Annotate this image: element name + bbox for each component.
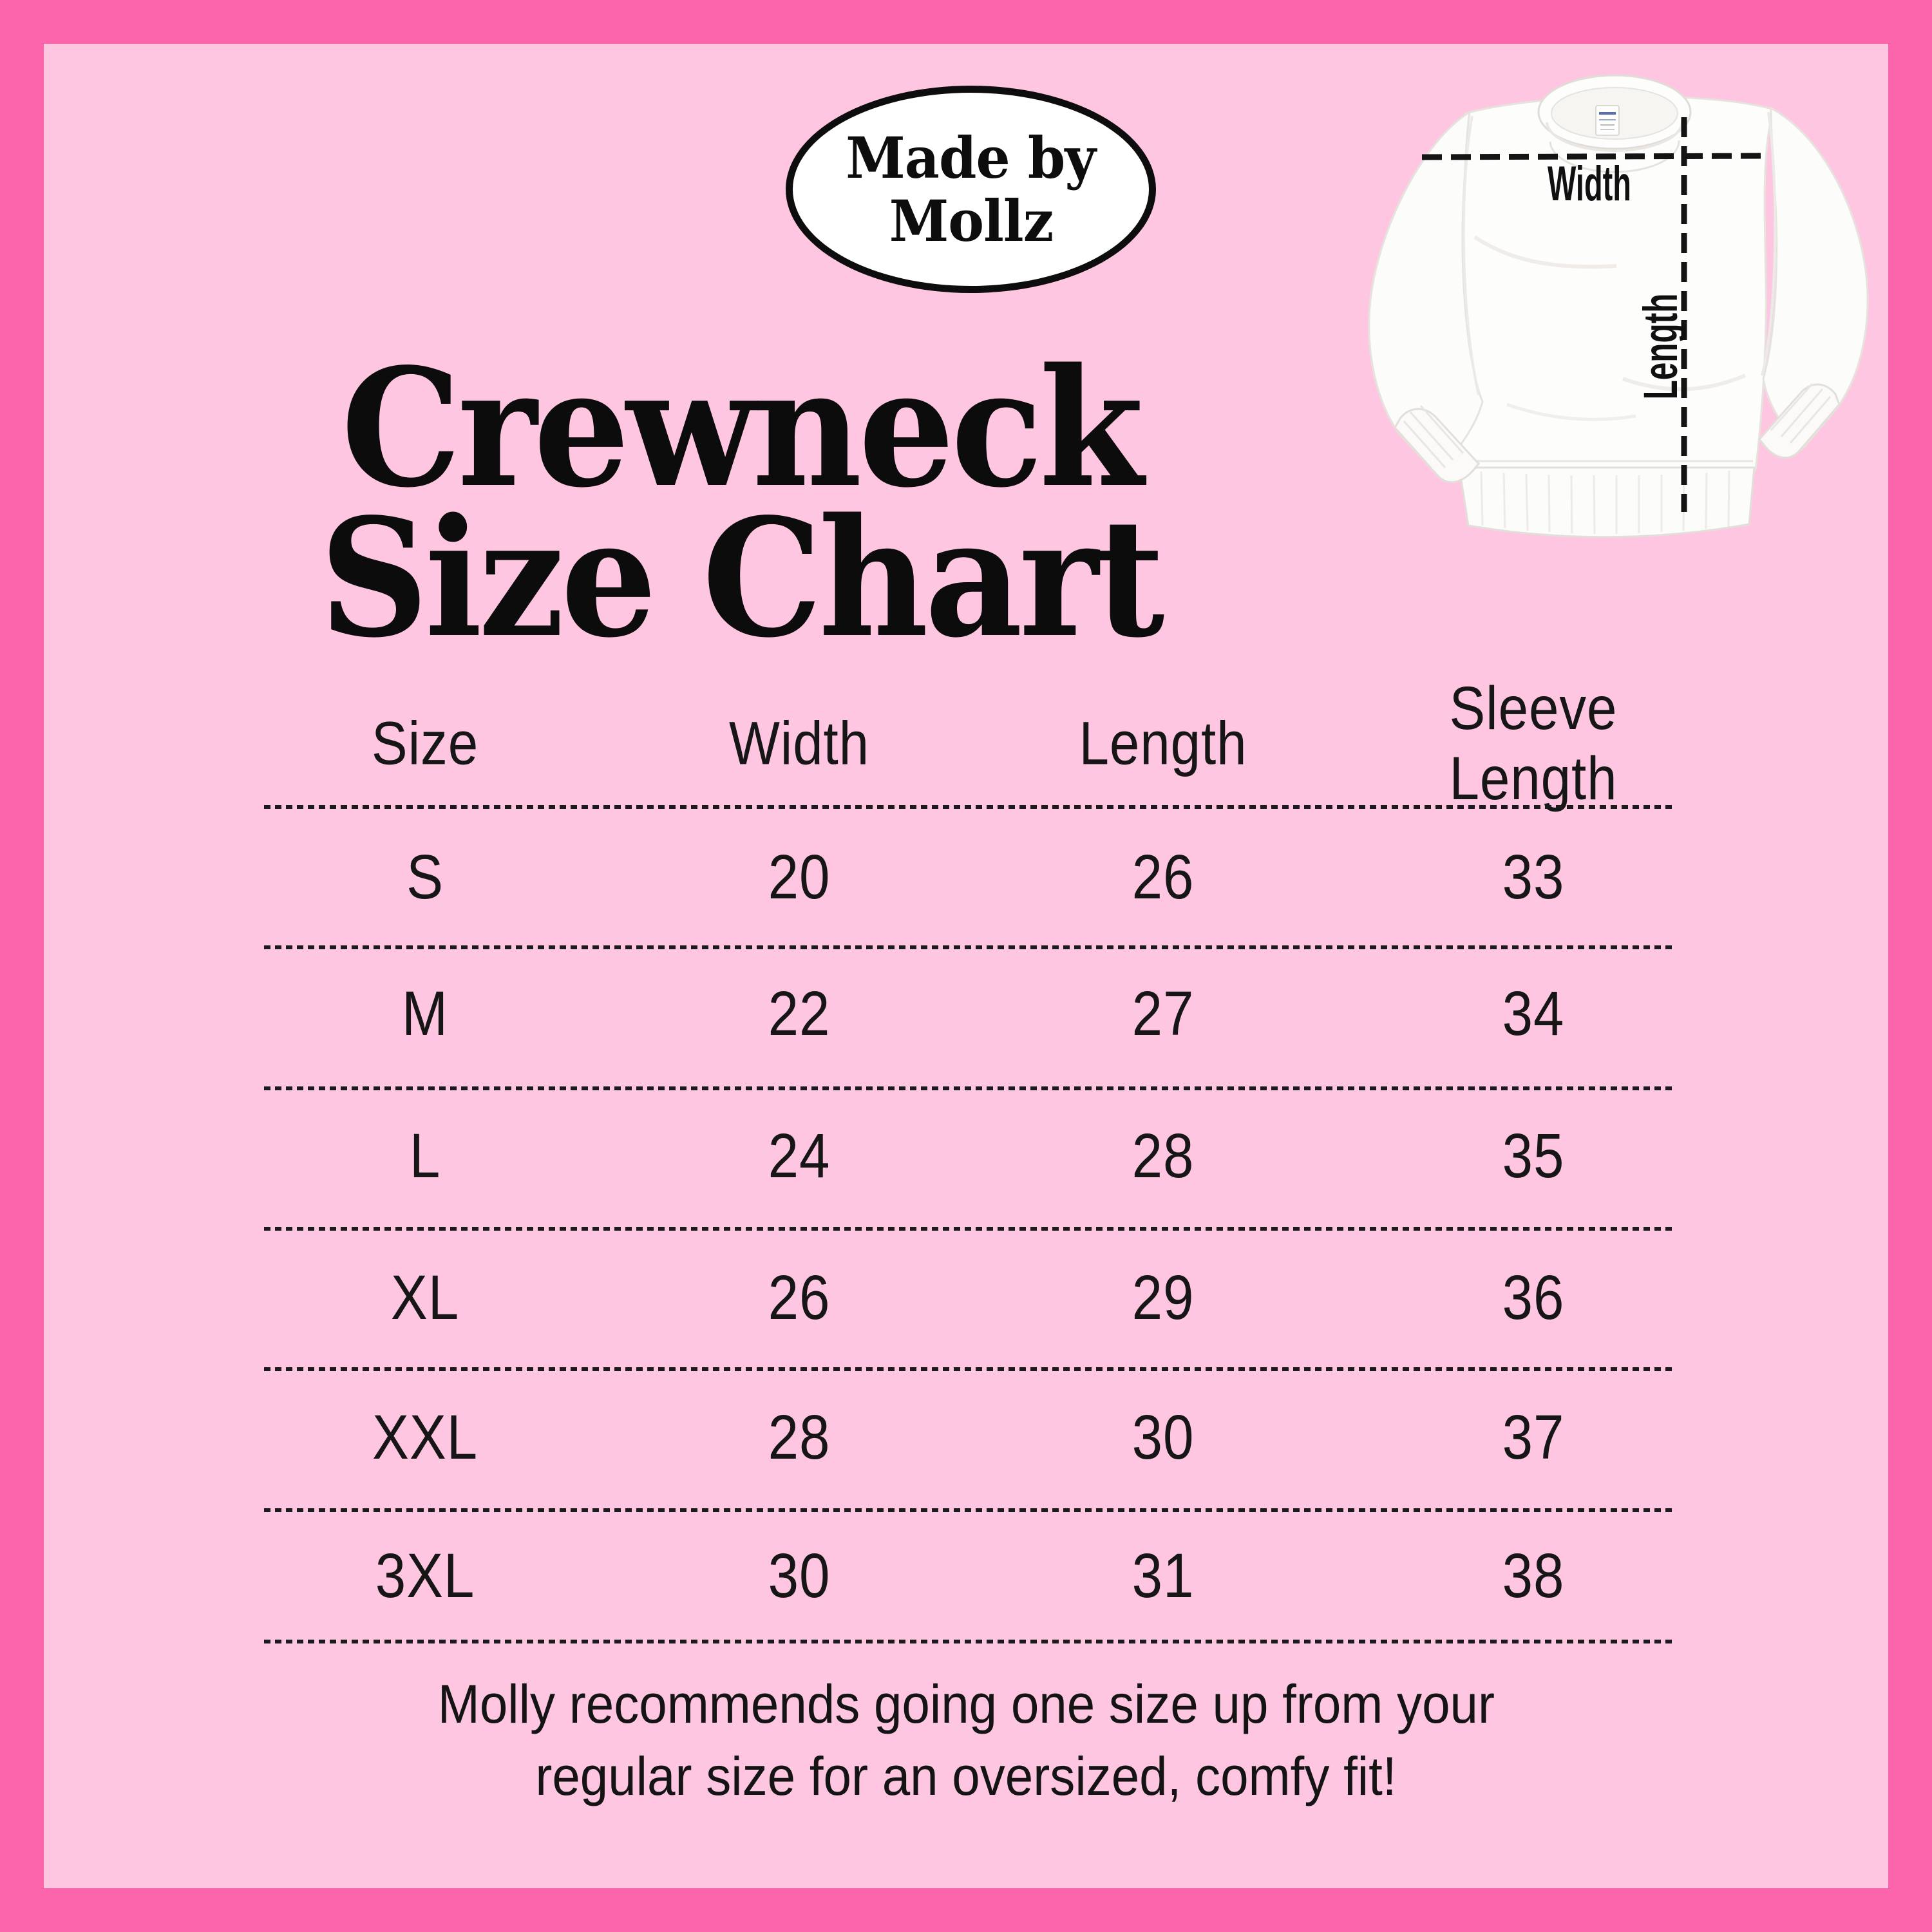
cell-size: XL	[390, 1262, 459, 1332]
page-title-line2: Size Chart	[319, 483, 1165, 674]
right-sleeve-seam	[1761, 111, 1777, 376]
row-divider	[264, 805, 1676, 809]
brand-logo-line2: Mollz	[889, 187, 1053, 254]
col-header-width: Width	[728, 709, 869, 778]
cell-width: 26	[768, 1262, 831, 1332]
neck-tag	[1595, 105, 1620, 136]
col-header-size: Size	[371, 709, 478, 778]
table-row: M 22 27 34	[264, 952, 1676, 1075]
cell-width: 20	[768, 842, 831, 912]
brand-logo: Made by Mollz	[786, 86, 1156, 293]
collar-rib	[1546, 120, 1684, 153]
cell-length: 31	[1132, 1540, 1195, 1611]
brand-logo-line1: Made by	[846, 124, 1097, 191]
cell-size: XXL	[372, 1402, 478, 1472]
cell-length: 29	[1132, 1262, 1195, 1332]
hem-band	[1458, 466, 1756, 538]
table-row: XXL 28 30 37	[264, 1376, 1676, 1499]
cell-width: 28	[768, 1402, 831, 1472]
cell-length: 26	[1132, 842, 1195, 912]
cell-length: 28	[1132, 1121, 1195, 1191]
right-cuff-ribbing	[1770, 383, 1832, 444]
width-measure-label: Width	[1548, 156, 1631, 211]
table-row: L 24 28 35	[264, 1095, 1676, 1217]
cell-sleeve: 34	[1502, 978, 1564, 1048]
left-cuff	[1394, 408, 1480, 484]
row-divider	[264, 1640, 1676, 1643]
cell-width: 22	[768, 978, 831, 1048]
cell-size: L	[409, 1121, 441, 1191]
cell-length: 27	[1132, 978, 1195, 1048]
table-row: 3XL 30 31 38	[264, 1515, 1676, 1637]
cell-sleeve: 37	[1502, 1402, 1564, 1472]
table-header-row: Size Width Length Sleeve Length	[264, 663, 1676, 824]
row-divider	[264, 1227, 1676, 1231]
left-sleeve-seam	[1462, 115, 1480, 395]
left-cuff-ribbing	[1403, 405, 1464, 468]
col-header-sleeve-length: Sleeve Length	[1449, 674, 1618, 813]
sweatshirt-body	[1439, 95, 1775, 471]
cell-size: S	[406, 842, 444, 912]
cell-width: 24	[768, 1121, 831, 1191]
right-cuff	[1758, 383, 1841, 459]
length-measure-label: Length	[1634, 294, 1687, 400]
footer-note-line1: Molly recommends going one size up from …	[437, 1674, 1495, 1734]
cell-sleeve: 36	[1502, 1262, 1564, 1332]
footer-note-line2: regular size for an oversized, comfy fit…	[535, 1746, 1397, 1806]
hem-ribbing	[1480, 470, 1730, 535]
col-header-length: Length	[1079, 709, 1247, 778]
cell-size: M	[401, 978, 448, 1048]
cell-sleeve: 38	[1502, 1540, 1564, 1611]
cell-size: 3XL	[375, 1540, 475, 1611]
row-divider	[264, 1367, 1676, 1371]
page-title-line1: Crewneck	[341, 333, 1144, 524]
cell-sleeve: 33	[1502, 842, 1564, 912]
table-row: S 20 26 33	[264, 816, 1676, 938]
row-divider	[264, 945, 1676, 949]
cell-width: 30	[768, 1540, 831, 1611]
row-divider	[264, 1086, 1676, 1090]
row-divider	[264, 1508, 1676, 1512]
wrinkle	[1506, 402, 1636, 421]
cell-sleeve: 35	[1502, 1121, 1564, 1191]
cell-length: 30	[1132, 1402, 1195, 1472]
sweatshirt-photo: Width Length	[1368, 74, 1869, 538]
table-row: XL 26 29 36	[264, 1236, 1676, 1359]
wrinkle	[1473, 235, 1617, 269]
